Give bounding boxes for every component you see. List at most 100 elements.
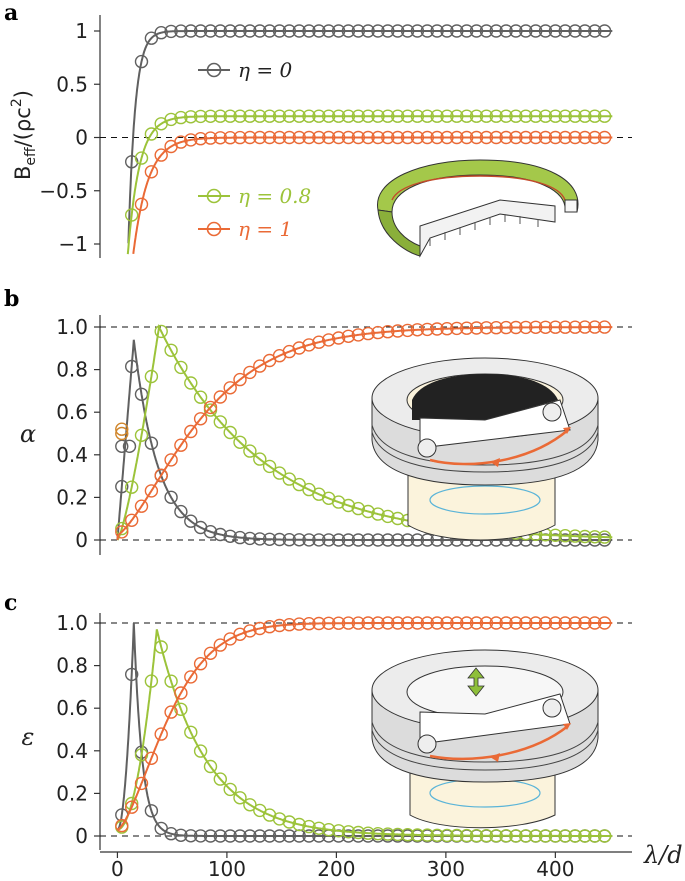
data-point-c-eta1 (440, 616, 454, 630)
data-point-a-eta1 (381, 130, 395, 145)
data-point-b-eta1 (509, 320, 523, 335)
data-point-a-eta1 (440, 130, 454, 145)
data-point-c-eta08 (597, 829, 612, 843)
panel-letter-b: b (4, 286, 19, 312)
data-point-a-eta08 (479, 109, 494, 123)
data-point-a-eta1 (430, 130, 444, 145)
data-point-b-eta1 (400, 323, 415, 338)
data-point-a-eta1 (450, 130, 464, 145)
data-point-a-eta0 (312, 24, 326, 38)
data-point-a-eta08 (233, 109, 247, 123)
legend-eta1-label: η = 1 (238, 217, 292, 241)
data-point-a-eta0 (509, 24, 523, 38)
data-point-a-eta08 (450, 109, 464, 123)
data-point-b-eta1 (331, 331, 346, 345)
data-point-c-eta1 (400, 616, 415, 630)
data-point-a-eta0 (489, 24, 503, 38)
data-point-b-eta0 (262, 532, 277, 546)
data-point-c-eta08 (223, 782, 237, 797)
data-point-b-eta1 (489, 321, 503, 335)
data-point-b-eta0 (312, 533, 326, 547)
data-point-b-eta1 (302, 338, 316, 352)
data-point-c-eta08 (351, 825, 365, 840)
data-point-a-eta0 (331, 24, 346, 38)
data-point-c-eta1 (568, 616, 582, 630)
data-point-b-eta1 (440, 322, 454, 336)
data-point-a-eta08 (331, 109, 346, 123)
data-point-c-eta08 (568, 829, 582, 843)
y-tick-label-c: 0.2 (56, 781, 88, 805)
data-point-b-eta0 (144, 436, 159, 450)
data-point-a-eta0 (213, 24, 228, 38)
data-point-c-eta1 (164, 705, 178, 719)
data-point-a-eta08 (558, 109, 572, 123)
data-point-b-eta0 (302, 533, 316, 547)
data-point-c-eta1 (243, 624, 257, 638)
data-point-a-eta0 (381, 24, 395, 38)
data-point-a-eta08 (203, 109, 218, 124)
data-point-c-eta08 (312, 821, 326, 835)
data-point-c-eta0 (203, 829, 218, 843)
data-point-c-eta08 (184, 725, 198, 739)
data-point-c-eta08 (578, 829, 592, 843)
data-point-a-eta08 (223, 109, 237, 123)
data-point-c-eta1 (184, 670, 198, 684)
data-point-c-eta1 (154, 727, 168, 741)
data-point-b-eta1 (115, 525, 129, 539)
data-point-a-eta0 (450, 24, 464, 38)
data-point-c-eta1 (322, 616, 336, 630)
data-point-a-eta0 (243, 24, 257, 38)
data-point-b-eta08 (381, 509, 395, 524)
data-point-a-eta08 (174, 110, 188, 125)
data-point-a-eta0 (272, 24, 287, 38)
data-point-b-eta1 (469, 321, 484, 335)
extra-point-b (115, 422, 129, 436)
data-point-b-eta0 (322, 533, 336, 547)
data-point-a-eta1 (519, 130, 533, 145)
data-point-a-eta08 (548, 109, 563, 123)
data-point-a-eta1 (272, 130, 287, 145)
data-point-a-eta1 (489, 130, 503, 145)
data-point-b-eta1 (361, 326, 375, 341)
data-point-c-eta08 (361, 826, 375, 840)
data-point-a-eta08 (124, 208, 139, 222)
data-point-b-eta1 (164, 453, 178, 467)
data-point-c-eta1 (292, 617, 306, 631)
data-point-b-eta08 (184, 376, 198, 390)
data-point-b-eta0 (351, 533, 365, 547)
data-point-a-eta1 (558, 130, 572, 145)
data-point-a-eta08 (381, 109, 395, 123)
data-point-a-eta08 (341, 109, 356, 123)
data-point-a-eta0 (519, 24, 533, 38)
data-point-c-eta1 (361, 616, 375, 630)
data-point-b-eta0 (420, 533, 434, 547)
data-point-a-eta1 (253, 130, 267, 145)
data-point-b-eta1 (519, 320, 533, 335)
data-point-b-eta1 (312, 335, 326, 349)
data-point-c-eta1 (450, 616, 464, 630)
data-point-b-eta0 (588, 533, 602, 547)
data-point-b-eta1 (144, 484, 159, 498)
data-point-c-eta1 (124, 800, 139, 814)
data-point-a-eta08 (460, 109, 474, 123)
data-point-b-eta08 (558, 529, 572, 543)
data-point-c-eta0 (312, 829, 326, 843)
data-point-a-eta08 (440, 109, 454, 123)
data-point-c-eta08 (410, 828, 425, 842)
data-point-a-eta1 (351, 130, 365, 145)
data-point-c-eta1 (262, 620, 277, 634)
data-point-c-eta08 (322, 823, 336, 837)
data-point-c-eta0 (243, 829, 257, 843)
data-point-b-eta0 (115, 479, 129, 494)
data-point-a-eta1 (331, 130, 346, 145)
data-point-a-eta0 (479, 24, 494, 38)
data-point-b-eta1 (548, 320, 563, 334)
data-point-c-eta1 (538, 616, 553, 630)
data-point-b-eta1 (223, 381, 237, 395)
data-point-b-eta1 (213, 390, 228, 404)
data-point-a-eta0 (193, 24, 208, 38)
data-point-b-eta08 (124, 480, 139, 494)
data-point-a-eta1 (174, 135, 188, 149)
data-point-b-eta1 (410, 323, 425, 337)
